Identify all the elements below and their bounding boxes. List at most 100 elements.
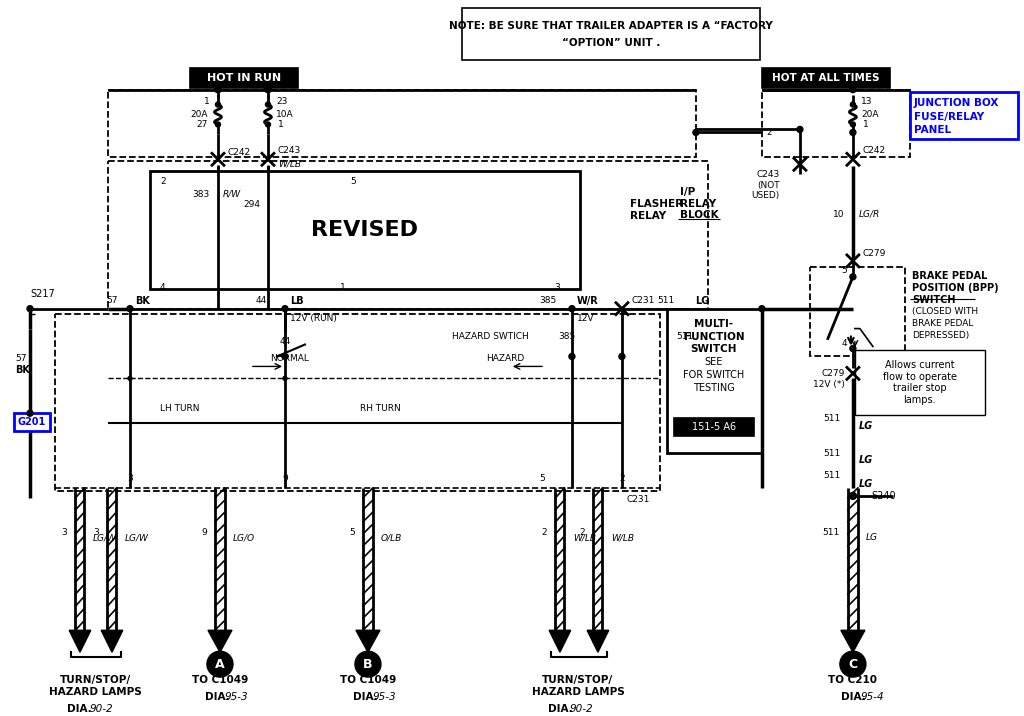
Text: S217: S217 — [30, 289, 54, 299]
Bar — [190, 68, 298, 87]
Text: RELAY: RELAY — [630, 211, 666, 221]
Text: (CLOSED WITH: (CLOSED WITH — [912, 306, 978, 316]
Text: HOT IN RUN: HOT IN RUN — [207, 72, 281, 82]
Text: 385: 385 — [558, 332, 575, 341]
Text: DEPRESSED): DEPRESSED) — [912, 331, 969, 339]
Text: LG: LG — [859, 421, 873, 431]
Text: RH TURN: RH TURN — [359, 404, 400, 412]
Text: I/P: I/P — [680, 187, 695, 197]
Text: C279: C279 — [821, 369, 845, 378]
Text: “OPTION” UNIT .: “OPTION” UNIT . — [562, 38, 660, 48]
Text: 4: 4 — [842, 339, 847, 348]
Text: G201: G201 — [17, 417, 46, 427]
Text: NOTE: BE SURE THAT TRAILER ADAPTER IS A “FACTORY: NOTE: BE SURE THAT TRAILER ADAPTER IS A … — [450, 21, 773, 31]
Bar — [762, 68, 890, 87]
Text: 3: 3 — [127, 474, 133, 483]
Bar — [674, 418, 754, 436]
Text: C243: C243 — [757, 170, 780, 179]
Circle shape — [850, 130, 856, 135]
Bar — [14, 413, 50, 431]
Text: 385: 385 — [540, 296, 557, 305]
Circle shape — [265, 102, 270, 107]
Text: 95-3: 95-3 — [373, 692, 396, 702]
Text: LG: LG — [695, 296, 710, 306]
Text: POSITION (BPP): POSITION (BPP) — [912, 283, 998, 293]
Circle shape — [207, 651, 233, 677]
Text: BK: BK — [15, 365, 30, 375]
Text: TO C1049: TO C1049 — [191, 675, 248, 685]
Text: 1: 1 — [340, 283, 346, 292]
Text: 12V: 12V — [577, 314, 594, 323]
Text: 5: 5 — [350, 178, 355, 186]
Text: LH TURN: LH TURN — [160, 404, 200, 412]
Text: 511: 511 — [823, 471, 841, 480]
Text: 57: 57 — [15, 354, 27, 363]
Text: REVISED: REVISED — [311, 220, 419, 240]
Circle shape — [215, 87, 221, 92]
Text: 13: 13 — [861, 97, 872, 105]
Polygon shape — [70, 630, 91, 652]
Text: 1: 1 — [278, 120, 284, 129]
Text: 5: 5 — [349, 528, 355, 537]
Text: BLOCK: BLOCK — [680, 210, 719, 220]
Circle shape — [759, 306, 765, 311]
Text: 10: 10 — [834, 210, 845, 218]
Polygon shape — [841, 630, 865, 652]
Text: SWITCH: SWITCH — [690, 344, 737, 354]
Text: SEE: SEE — [705, 357, 723, 367]
Text: DIA.: DIA. — [205, 692, 229, 702]
Circle shape — [850, 274, 856, 280]
Bar — [910, 92, 1018, 140]
Text: 1: 1 — [204, 97, 210, 105]
Text: TESTING: TESTING — [693, 383, 735, 393]
Polygon shape — [356, 630, 380, 652]
Text: 5: 5 — [539, 474, 545, 483]
Text: DIA.: DIA. — [67, 704, 92, 714]
Text: 12V (RUN): 12V (RUN) — [290, 314, 337, 323]
Polygon shape — [549, 630, 570, 652]
Bar — [762, 90, 910, 158]
Circle shape — [265, 87, 271, 92]
Text: 20A: 20A — [190, 110, 208, 119]
Circle shape — [215, 102, 220, 107]
Text: 151-5 A6: 151-5 A6 — [692, 422, 736, 432]
Text: LG/O: LG/O — [233, 533, 255, 542]
Text: C: C — [848, 657, 857, 671]
Bar — [855, 351, 985, 415]
Circle shape — [265, 87, 271, 92]
Text: HAZARD LAMPS: HAZARD LAMPS — [48, 687, 141, 697]
Text: 511: 511 — [823, 414, 841, 422]
Text: (NOT: (NOT — [758, 180, 780, 190]
Circle shape — [850, 87, 856, 92]
Circle shape — [850, 346, 856, 352]
Text: 90-2: 90-2 — [90, 704, 114, 714]
Text: RELAY: RELAY — [680, 199, 716, 209]
Text: C242: C242 — [863, 146, 886, 155]
Text: 20A: 20A — [861, 110, 879, 119]
Text: 3: 3 — [61, 528, 67, 537]
Text: W/LB: W/LB — [611, 533, 634, 542]
Text: LG/W: LG/W — [93, 533, 117, 542]
Text: 511: 511 — [822, 528, 840, 537]
Text: 23: 23 — [275, 97, 288, 105]
Text: HAZARD: HAZARD — [485, 354, 524, 363]
Text: B: B — [364, 657, 373, 671]
Text: USED): USED) — [752, 190, 780, 200]
Text: JUNCTION BOX: JUNCTION BOX — [913, 97, 999, 107]
Circle shape — [27, 306, 33, 311]
Text: LG/W: LG/W — [125, 533, 148, 542]
Circle shape — [355, 651, 381, 677]
Text: 9: 9 — [282, 474, 288, 483]
Text: BK: BK — [135, 296, 150, 306]
Text: LG/R: LG/R — [859, 210, 881, 218]
Text: FOR SWITCH: FOR SWITCH — [683, 370, 744, 380]
Text: BRAKE PEDAL: BRAKE PEDAL — [912, 271, 987, 281]
Text: O/LB: O/LB — [381, 533, 402, 542]
Text: LG: LG — [859, 479, 873, 489]
Text: R/W: R/W — [223, 190, 241, 198]
Text: HAZARD SWTICH: HAZARD SWTICH — [452, 332, 528, 341]
Text: 44: 44 — [256, 296, 267, 305]
Text: W/R: W/R — [577, 296, 599, 306]
Text: TO C210: TO C210 — [828, 675, 878, 685]
Circle shape — [27, 410, 33, 416]
